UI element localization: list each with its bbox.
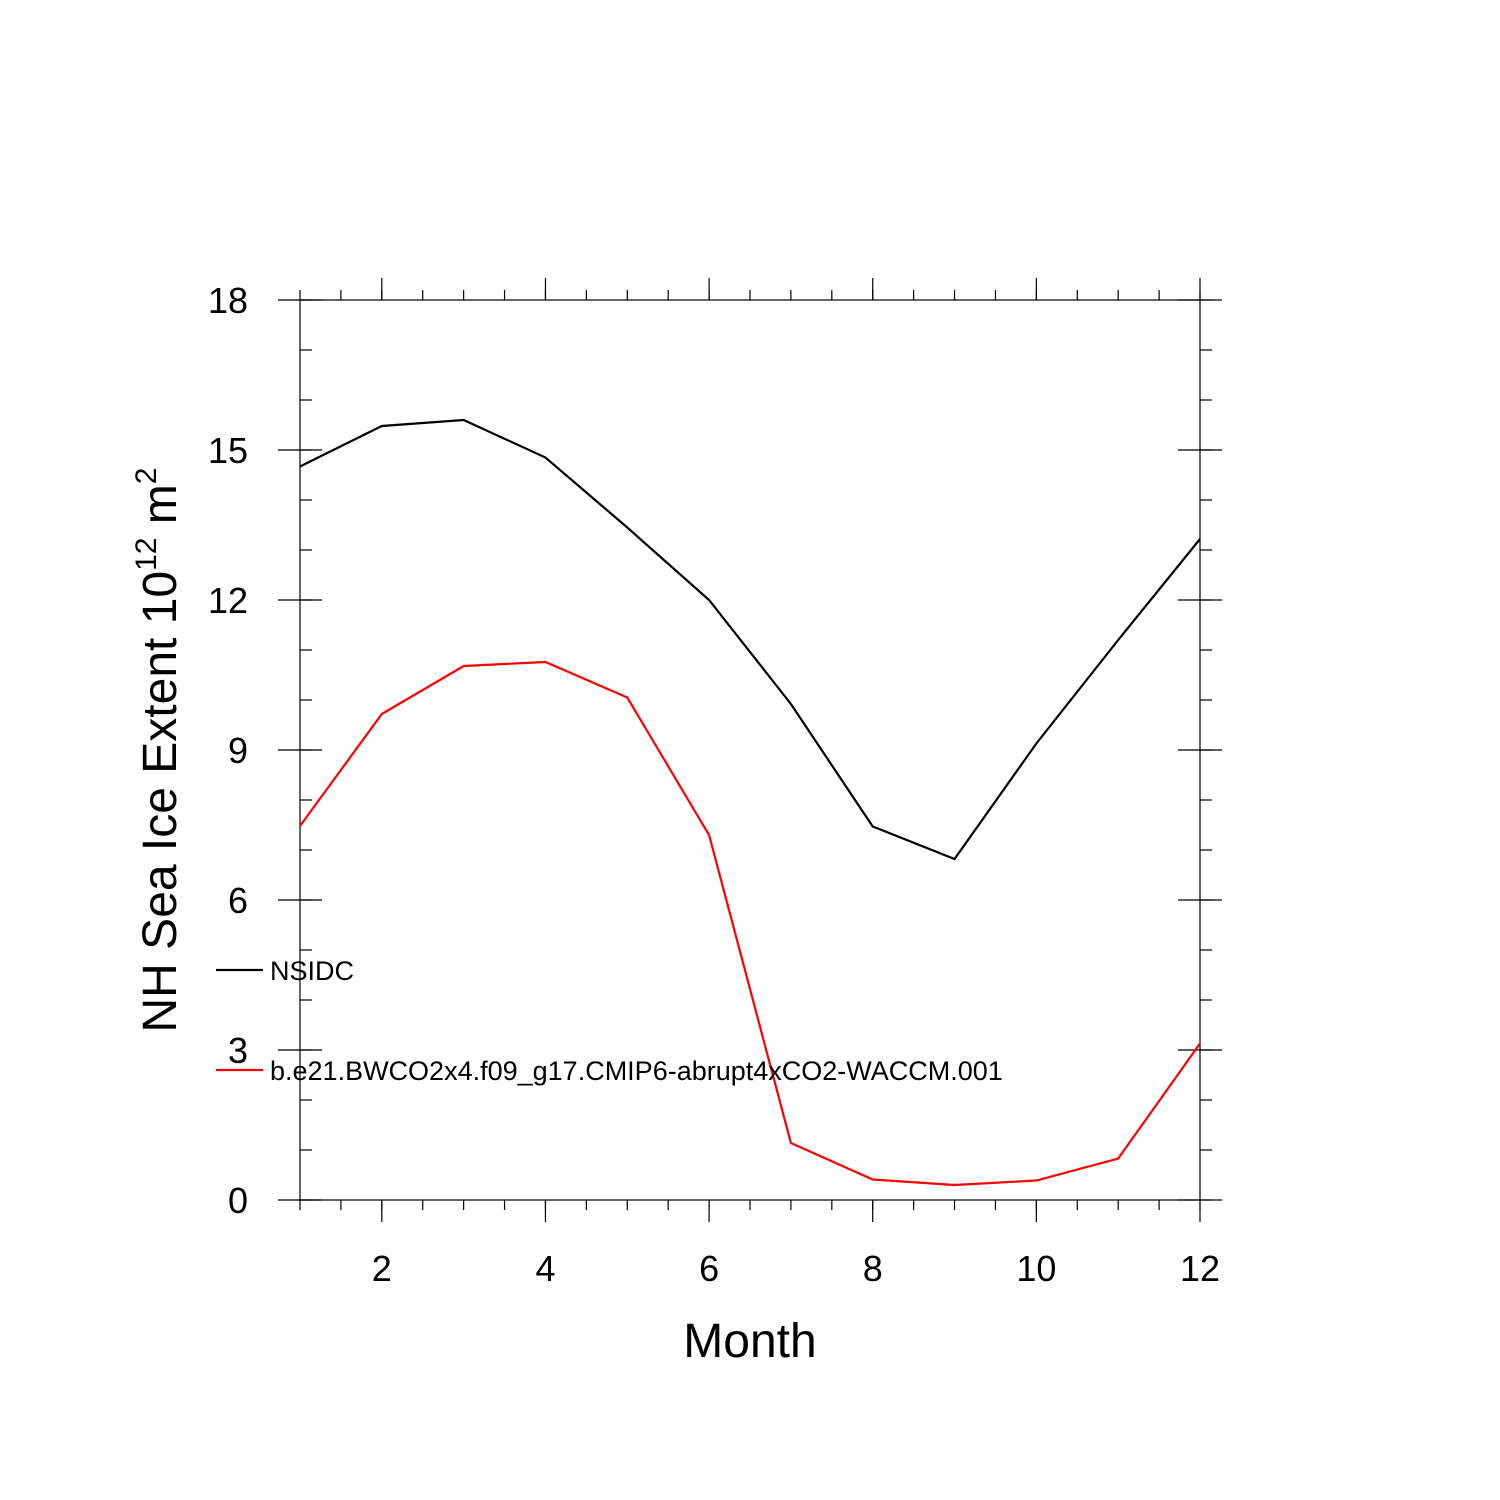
y-tick-labels: 0 3 6 9 12 15 18 <box>208 280 248 1221</box>
y-axis-label-unit: m <box>134 484 187 537</box>
x-axis-label: Month <box>683 1315 816 1368</box>
x-tick-label: 2 <box>372 1248 392 1289</box>
plot-frame <box>299 299 1201 1201</box>
x-tick-label: 6 <box>699 1248 719 1289</box>
x-tick-labels: 2 4 6 8 10 12 <box>372 1248 1220 1289</box>
series-line-1 <box>299 418 1201 861</box>
y-axis-label: NH Sea Ice Extent 1012 m2 <box>130 468 187 1033</box>
y-tick-label: 15 <box>208 430 248 471</box>
series-line-2 <box>299 660 1201 1187</box>
y-axis-label-main: NH Sea Ice Extent 10 <box>134 571 187 1033</box>
legend-label: b.e21.BWCO2x4.f09_g17.CMIP6-abrupt4xCO2-… <box>270 1056 1003 1086</box>
x-tick-label: 8 <box>863 1248 883 1289</box>
y-axis-label-unit-exponent: 2 <box>130 468 163 485</box>
y-tick-label: 0 <box>228 1180 248 1221</box>
x-tick-label: 10 <box>1016 1248 1056 1289</box>
y-tick-label: 3 <box>228 1030 248 1071</box>
y-tick-label: 9 <box>228 730 248 771</box>
legend: NSIDC b.e21.BWCO2x4.f09_g17.CMIP6-abrupt4… <box>216 956 1003 1086</box>
y-tick-label: 18 <box>208 280 248 321</box>
y-tick-label: 6 <box>228 880 248 921</box>
x-tick-label: 12 <box>1180 1248 1220 1289</box>
series-lines <box>299 418 1201 1187</box>
y-tick-label: 12 <box>208 580 248 621</box>
legend-label: NSIDC <box>270 956 354 986</box>
x-tick-label: 4 <box>535 1248 555 1289</box>
y-axis-label-exponent: 12 <box>130 538 163 571</box>
